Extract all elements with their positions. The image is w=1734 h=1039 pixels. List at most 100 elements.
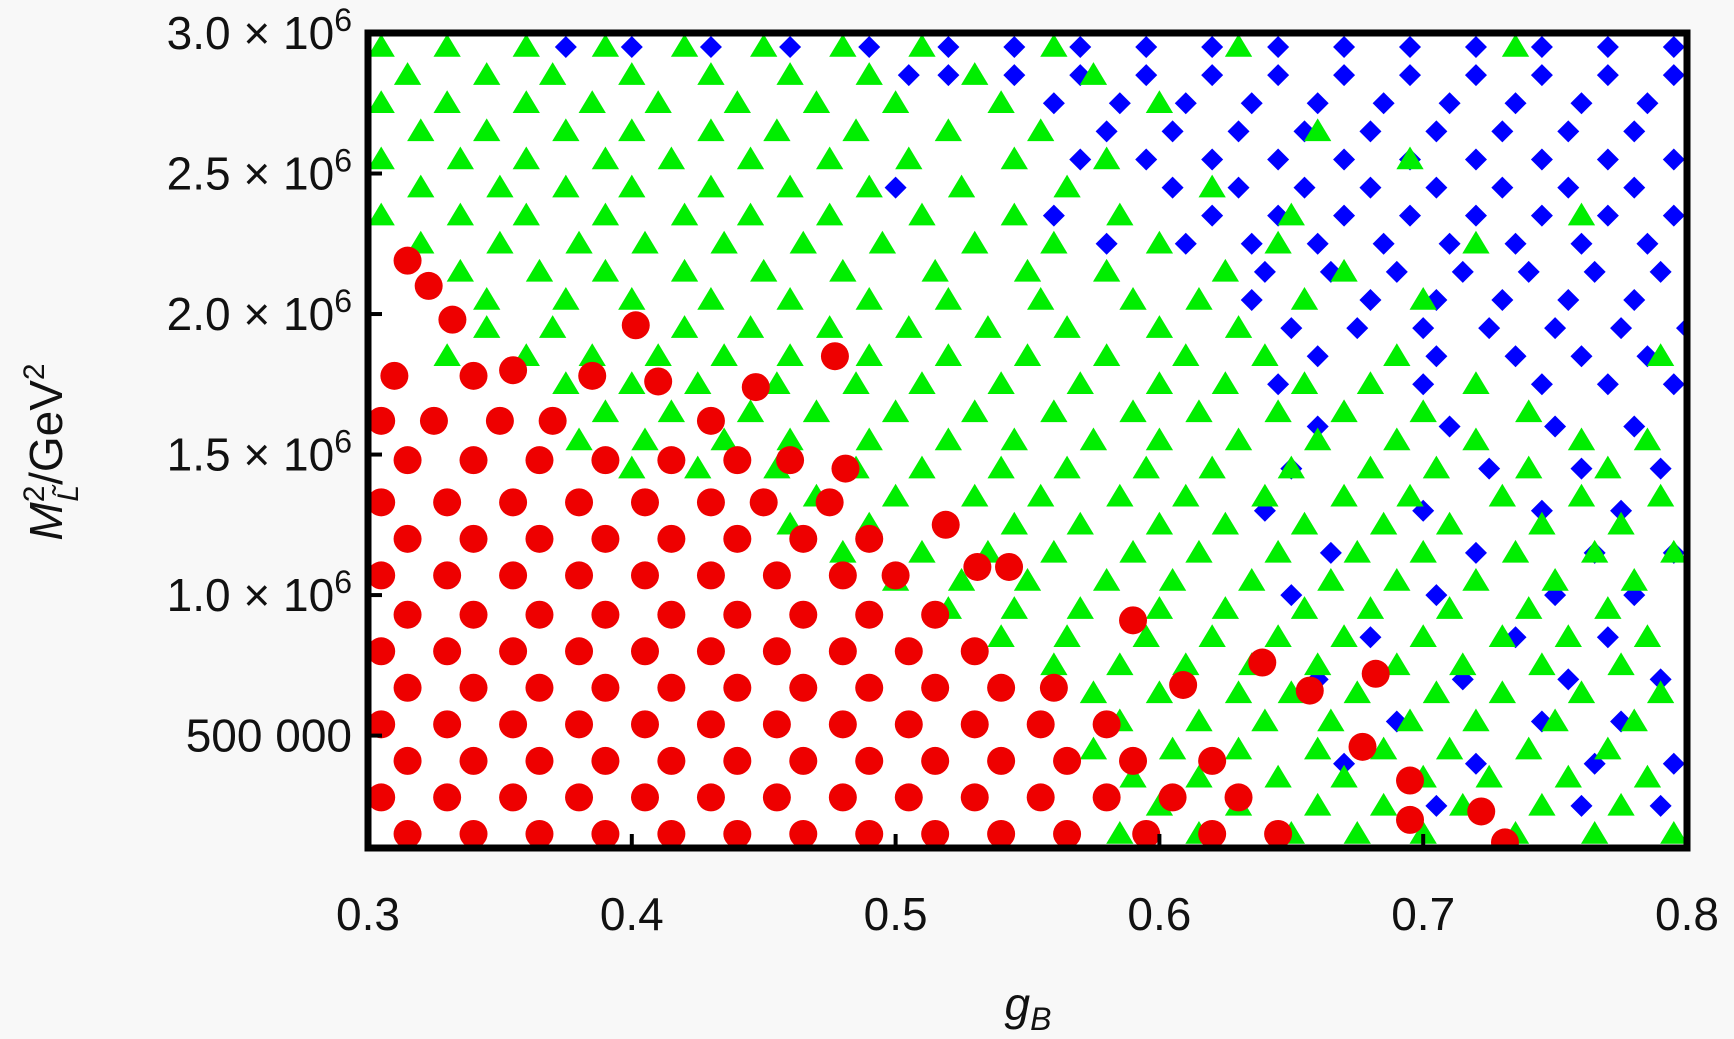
circle-point-81: [960, 710, 989, 739]
circle-point-102: [696, 783, 725, 812]
triangle-point-159: [631, 427, 659, 451]
x-axis-label-base: g: [1005, 978, 1031, 1030]
x-axis-label-sub: B: [1030, 1001, 1051, 1037]
circle-point-57: [762, 637, 791, 666]
triangle-point-284: [1435, 736, 1464, 760]
circle-point-11: [459, 446, 488, 475]
y-tick-label-exponent: 6: [334, 283, 352, 319]
triangle-point-250: [1488, 624, 1516, 647]
x-tick-label-3: 0.6: [1127, 888, 1191, 940]
diamond-point-22: [1201, 64, 1224, 87]
triangle-point-238: [1290, 596, 1319, 619]
triangle-point-9: [1224, 34, 1253, 57]
circle-point-136: [1248, 648, 1277, 677]
circle-point-104: [828, 783, 857, 812]
triangle-point-287: [1119, 764, 1147, 788]
diamond-point-59: [884, 176, 907, 199]
diamond-point-41: [1161, 120, 1184, 143]
diamond-point-39: [1636, 92, 1659, 115]
diamond-point-52: [1267, 148, 1290, 171]
triangle-point-275: [1396, 708, 1424, 732]
circle-point-0: [380, 361, 409, 390]
triangle-point-232: [1620, 568, 1648, 591]
triangle-point-61: [368, 202, 395, 226]
diamond-point-42: [1227, 120, 1250, 143]
triangle-point-24: [644, 90, 672, 114]
circle-point-73: [433, 710, 462, 739]
triangle-point-140: [1145, 371, 1174, 395]
diamond-point-58: [1662, 148, 1685, 171]
triangle-point-219: [1501, 539, 1530, 563]
triangle-point-163: [934, 427, 963, 451]
triangle-point-286: [1594, 736, 1622, 760]
triangle-point-8: [1040, 34, 1068, 57]
triangle-point-31: [473, 118, 501, 142]
triangle-point-60: [1198, 174, 1226, 198]
circle-point-36: [565, 561, 594, 590]
diamond-point-147: [1464, 752, 1487, 775]
circle-point-38: [696, 561, 725, 590]
triangle-point-97: [552, 286, 580, 310]
diamond-point-117: [1438, 415, 1461, 438]
triangle-point-45: [736, 146, 765, 170]
triangle-point-87: [591, 258, 620, 282]
triangle-point-38: [1027, 118, 1055, 142]
triangle-point-183: [1356, 455, 1385, 479]
triangle-point-171: [1567, 427, 1596, 451]
circle-point-69: [921, 673, 950, 702]
circle-point-138: [1348, 732, 1377, 761]
y-axis-label-sup: 2: [18, 486, 51, 503]
circle-point-61: [393, 673, 422, 702]
diamond-point-136: [1359, 626, 1382, 649]
diamond-point-19: [1003, 64, 1026, 87]
triangle-point-236: [1145, 596, 1174, 619]
circle-point-12: [525, 446, 554, 475]
triangle-point-306: [1409, 820, 1437, 844]
circle-point-29: [657, 524, 686, 553]
diamond-point-113: [1530, 373, 1553, 396]
diamond-point-77: [1095, 232, 1118, 255]
triangle-point-274: [1317, 708, 1345, 732]
triangle-point-280: [1158, 736, 1187, 760]
circle-point-2: [578, 361, 607, 390]
diamond-point-111: [1267, 373, 1290, 396]
triangle-point-19: [1079, 62, 1108, 85]
circle-point-83: [1092, 710, 1121, 739]
diamond-point-138: [1596, 626, 1619, 649]
diamond-point-8: [1135, 36, 1158, 59]
diamond-point-114: [1596, 373, 1619, 396]
circle-point-50: [921, 600, 950, 629]
circle-point-84: [393, 746, 422, 775]
circle-point-63: [525, 673, 554, 702]
circle-point-68: [855, 673, 884, 702]
triangle-point-143: [1356, 371, 1385, 395]
triangle-point-261: [1607, 652, 1635, 676]
circle-point-142: [1396, 805, 1425, 834]
diamond-point-107: [1425, 345, 1448, 368]
triangle-point-255: [1172, 652, 1200, 676]
circle-point-30: [723, 524, 752, 553]
triangle-point-72: [1567, 202, 1596, 226]
triangle-point-246: [1198, 624, 1226, 647]
diamond-point-109: [1570, 345, 1593, 368]
diamond-point-23: [1267, 64, 1290, 87]
triangle-point-88: [670, 258, 699, 282]
triangle-point-130: [1383, 343, 1411, 366]
triangle-point-76: [631, 230, 659, 254]
circle-point-54: [565, 637, 594, 666]
triangle-point-151: [1040, 399, 1068, 423]
circle-point-15: [723, 446, 752, 475]
triangle-point-258: [1383, 652, 1411, 676]
circle-point-34: [433, 561, 462, 590]
triangle-point-132: [552, 371, 580, 395]
triangle-point-55: [697, 174, 725, 198]
triangle-point-6: [829, 34, 857, 57]
triangle-point-122: [710, 343, 738, 366]
triangle-point-247: [1264, 624, 1292, 647]
diamond-point-46: [1491, 120, 1514, 143]
triangle-point-161: [776, 427, 804, 451]
triangle-point-264: [1224, 680, 1253, 704]
circle-point-143: [1295, 676, 1324, 705]
triangle-point-127: [1092, 343, 1121, 366]
